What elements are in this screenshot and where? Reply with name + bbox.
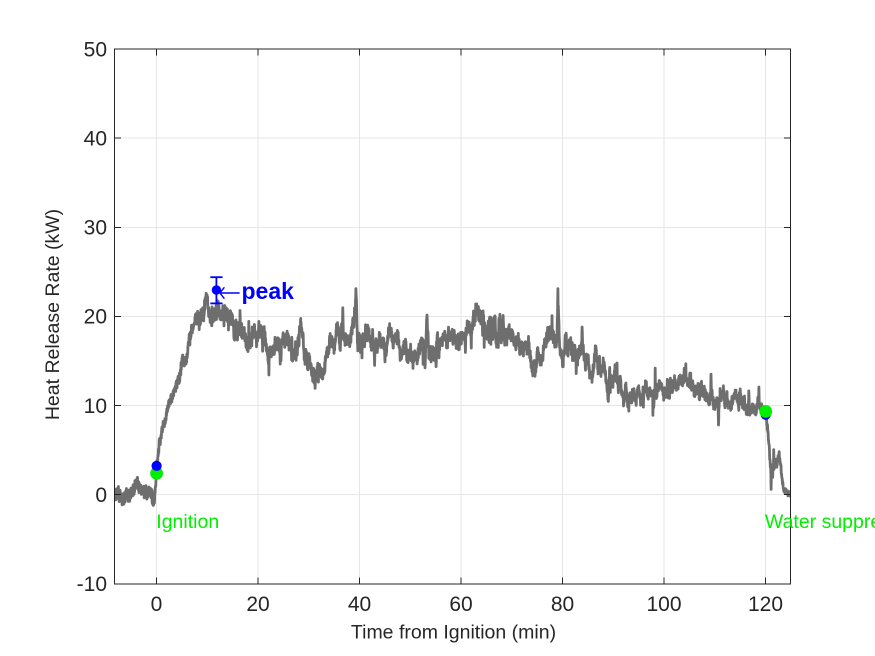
svg-text:60: 60 bbox=[449, 593, 472, 616]
svg-text:0: 0 bbox=[95, 484, 107, 507]
svg-text:20: 20 bbox=[246, 593, 269, 616]
svg-text:Ignition: Ignition bbox=[156, 511, 219, 533]
svg-text:peak: peak bbox=[242, 278, 295, 304]
svg-text:-10: -10 bbox=[77, 573, 107, 596]
svg-text:120: 120 bbox=[748, 593, 783, 616]
svg-text:10: 10 bbox=[84, 395, 107, 418]
svg-text:30: 30 bbox=[84, 217, 107, 240]
svg-text:50: 50 bbox=[84, 38, 107, 61]
svg-text:20: 20 bbox=[84, 306, 107, 329]
svg-text:0: 0 bbox=[151, 593, 163, 616]
svg-text:80: 80 bbox=[551, 593, 574, 616]
svg-text:Water suppression: Water suppression bbox=[765, 511, 875, 533]
svg-text:100: 100 bbox=[646, 593, 681, 616]
svg-text:Heat Release Rate (kW): Heat Release Rate (kW) bbox=[42, 209, 64, 420]
svg-text:Time from Ignition (min): Time from Ignition (min) bbox=[351, 622, 556, 644]
svg-text:40: 40 bbox=[348, 593, 371, 616]
svg-text:40: 40 bbox=[84, 127, 107, 150]
